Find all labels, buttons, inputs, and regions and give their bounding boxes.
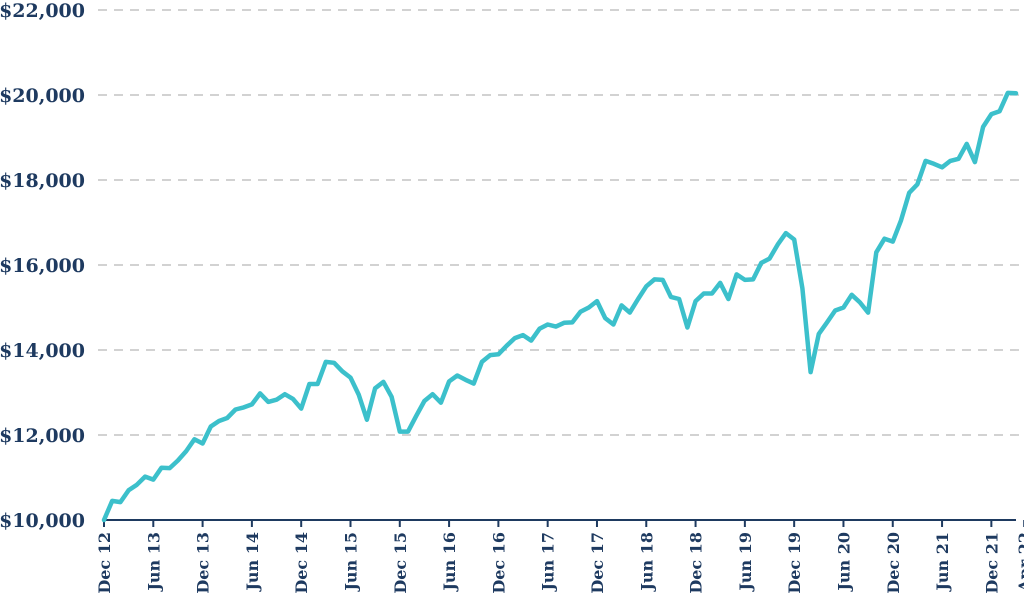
y-tick-label: $12,000 [0,425,85,447]
x-tick-label: Jun 20 [834,532,853,593]
x-tick-label: Dec 16 [489,532,508,594]
series-layer [101,90,1019,523]
y-tick-label: $22,000 [0,0,85,22]
x-tick-label: Dec 21 [982,532,1001,594]
y-tick-label: $10,000 [0,510,85,532]
y-tick-label: $14,000 [0,340,85,362]
y-tick-label: $20,000 [0,85,85,107]
x-tick-label: Jun 18 [637,532,656,593]
series-line [101,90,1019,523]
x-tick-label: Jun 16 [440,532,459,593]
x-tick-label: Apr 22 [1015,532,1024,593]
x-tick-label: Jun 13 [144,532,163,593]
y-tick-label: $16,000 [0,255,85,277]
x-tick-label: Dec 20 [884,532,903,594]
y-axis-tick-labels: $10,000 $12,000 $14,000 $16,000 $18,000 $20,0… [0,0,85,532]
x-axis-tick-labels: Dec 12 Jun 13 Dec 13 Jun 14 Dec 14 Jun 15 Dec … [95,532,1024,594]
x-tick-label: Jun 19 [736,532,755,593]
x-tick-label: Dec 17 [588,532,607,594]
x-tick-label: Jun 14 [243,532,262,593]
x-tick-label: Dec 12 [95,532,114,594]
gridlines [98,9,1024,436]
x-tick-label: Jun 15 [341,532,360,593]
x-tick-label: Jun 21 [933,532,952,593]
x-tick-label: Dec 18 [687,532,706,594]
x-tick-label: Dec 13 [194,532,213,594]
x-tick-label: Dec 14 [292,532,311,594]
x-tick-label: Dec 15 [391,532,410,594]
x-tick-label: Dec 19 [785,532,804,594]
x-tick-label: Jun 17 [539,532,558,593]
x-axis [103,519,1024,527]
y-tick-label: $18,000 [0,170,85,192]
